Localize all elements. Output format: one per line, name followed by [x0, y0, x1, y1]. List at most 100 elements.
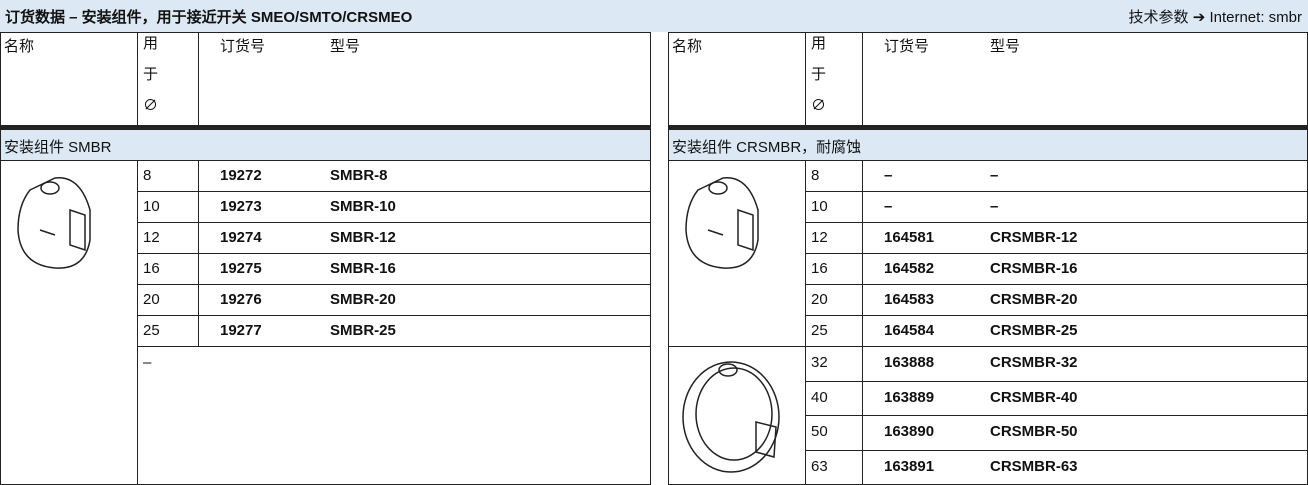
cell-type: CRSMBR-63 — [990, 457, 1078, 475]
row-divider — [198, 191, 199, 222]
row-line — [668, 346, 1307, 347]
cell-diameter: 10 — [143, 197, 160, 215]
cell-order: 163891 — [884, 457, 935, 475]
border — [805, 32, 806, 125]
cell-type: CRSMBR-12 — [990, 228, 1078, 246]
cell-diameter: 25 — [143, 321, 160, 339]
cell-order: 163888 — [884, 354, 935, 372]
cell-type: – — [990, 166, 999, 184]
column-header: 型号 — [330, 38, 361, 55]
cell-type: SMBR-20 — [330, 290, 396, 308]
row-line — [137, 222, 650, 223]
column-header: 用于∅ — [811, 35, 827, 114]
cell-type: SMBR-8 — [330, 166, 388, 184]
cell-type: CRSMBR-50 — [990, 423, 1078, 441]
cell-order: 164582 — [884, 259, 935, 277]
section-bar — [668, 130, 1307, 160]
cell-diameter: 12 — [143, 228, 160, 246]
row-line — [805, 415, 1307, 416]
row-divider — [862, 346, 863, 381]
border — [668, 32, 669, 484]
section-title: 安装组件 CRSMBR，耐腐蚀 — [672, 139, 862, 156]
header-line — [0, 32, 650, 33]
cell-type: CRSMBR-16 — [990, 259, 1078, 277]
cell-type: – — [990, 197, 999, 215]
cell-type: SMBR-10 — [330, 197, 396, 215]
row-line — [137, 284, 650, 285]
cell-type: CRSMBR-32 — [990, 354, 1078, 372]
border — [862, 32, 863, 125]
row-line — [805, 315, 1307, 316]
row-line — [137, 315, 650, 316]
row-divider — [862, 191, 863, 222]
row-line — [805, 253, 1307, 254]
row-line — [137, 191, 650, 192]
row-divider — [862, 315, 863, 346]
row-line — [805, 284, 1307, 285]
cell-diameter: 25 — [811, 321, 828, 339]
row-line — [805, 222, 1307, 223]
row-divider — [862, 380, 863, 415]
row-divider — [862, 449, 863, 484]
cell-order: 19276 — [220, 290, 262, 308]
cell-order: 19274 — [220, 228, 262, 246]
column-header: 订货号 — [884, 38, 930, 55]
cell-diameter: 63 — [811, 457, 828, 475]
cell-diameter: 10 — [811, 197, 828, 215]
border — [805, 160, 806, 484]
row-line — [805, 191, 1307, 192]
clamp-image — [685, 177, 759, 269]
section-title: 安装组件 SMBR — [4, 139, 112, 156]
row-divider — [862, 160, 863, 191]
title-bar — [0, 0, 1308, 32]
cell-order: 163890 — [884, 423, 935, 441]
cell-diameter: 20 — [143, 290, 160, 308]
row-divider — [862, 253, 863, 284]
cell-diameter: 8 — [143, 166, 152, 184]
clamp-image — [17, 177, 91, 269]
cell-diameter: 16 — [143, 259, 160, 277]
row-line — [805, 380, 1307, 382]
row-divider — [198, 284, 199, 315]
row-line — [137, 253, 650, 254]
row-divider — [862, 222, 863, 253]
cell-order: 19272 — [220, 166, 262, 184]
row-divider — [862, 415, 863, 450]
column-header: 用于∅ — [143, 35, 159, 114]
note: – — [143, 354, 152, 371]
column-header: 订货号 — [220, 38, 266, 55]
cell-type: SMBR-16 — [330, 259, 396, 277]
row-divider — [862, 284, 863, 315]
cell-order: 19273 — [220, 197, 262, 215]
section-line — [0, 160, 650, 161]
cell-type: SMBR-12 — [330, 228, 396, 246]
header-rule — [0, 125, 650, 130]
cell-diameter: 20 — [811, 290, 828, 308]
cell-order: 19275 — [220, 259, 262, 277]
cell-type: CRSMBR-25 — [990, 321, 1078, 339]
border — [137, 32, 138, 125]
border — [650, 32, 651, 484]
border — [137, 160, 138, 484]
cell-order: – — [884, 166, 893, 184]
column-header: 型号 — [990, 38, 1021, 55]
cell-order: – — [884, 197, 893, 215]
row-line — [137, 346, 650, 347]
column-header: 名称 — [4, 38, 35, 55]
section-line — [668, 160, 1307, 161]
cell-diameter: 32 — [811, 354, 828, 372]
row-divider — [198, 222, 199, 253]
header-rule — [668, 125, 1307, 130]
border — [0, 32, 1, 484]
row-divider — [198, 315, 199, 346]
title: 订货数据 – 安装组件，用于接近开关 SMEO/SMTO/CRSMEO — [5, 9, 413, 26]
cell-order: 164581 — [884, 228, 935, 246]
cell-type: CRSMBR-20 — [990, 290, 1078, 308]
cell-diameter: 50 — [811, 423, 828, 441]
link: 技术参数 ➔ Internet: smbr — [1128, 9, 1302, 26]
cell-diameter: 12 — [811, 228, 828, 246]
row-line — [805, 449, 1307, 451]
cell-diameter: 16 — [811, 259, 828, 277]
cell-order: 163889 — [884, 388, 935, 406]
